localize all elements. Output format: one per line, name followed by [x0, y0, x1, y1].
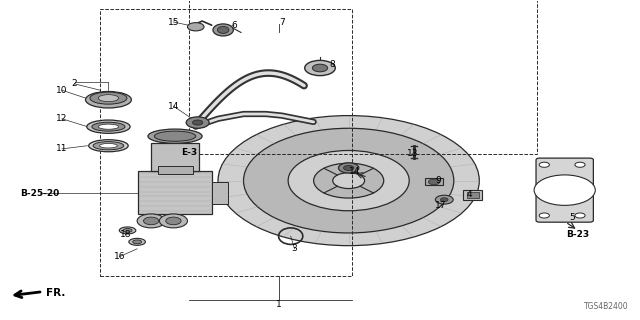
Circle shape: [344, 165, 354, 171]
Ellipse shape: [92, 122, 125, 131]
Ellipse shape: [86, 92, 131, 108]
Bar: [463, 190, 483, 200]
Circle shape: [137, 214, 165, 228]
Bar: [189, 0, 537, 154]
Ellipse shape: [99, 95, 118, 102]
Circle shape: [339, 163, 359, 173]
Text: 11: 11: [56, 144, 68, 153]
Bar: [212, 182, 228, 204]
Text: B-25-20: B-25-20: [20, 189, 60, 198]
Text: TGS4B2400: TGS4B2400: [584, 302, 629, 311]
Ellipse shape: [218, 27, 229, 33]
Bar: [425, 178, 443, 185]
Bar: [151, 142, 199, 171]
Circle shape: [143, 217, 159, 225]
Text: FR.: FR.: [46, 288, 65, 298]
Circle shape: [188, 23, 204, 31]
Circle shape: [575, 213, 585, 218]
Text: 3: 3: [292, 244, 298, 253]
Circle shape: [193, 120, 203, 125]
Text: 16: 16: [113, 252, 125, 261]
Text: 18: 18: [120, 230, 131, 239]
Text: 5: 5: [569, 212, 575, 222]
Text: 10: 10: [56, 86, 68, 95]
Ellipse shape: [154, 131, 196, 141]
Text: 1: 1: [276, 300, 282, 309]
Ellipse shape: [99, 124, 118, 129]
Circle shape: [305, 60, 335, 76]
Circle shape: [540, 213, 549, 218]
Text: 17: 17: [435, 202, 447, 211]
FancyBboxPatch shape: [138, 171, 212, 214]
Circle shape: [159, 214, 188, 228]
Circle shape: [288, 150, 409, 211]
Circle shape: [440, 198, 448, 202]
Text: 9: 9: [435, 176, 441, 185]
Text: E-3: E-3: [181, 148, 197, 156]
Circle shape: [534, 175, 595, 205]
Ellipse shape: [213, 24, 234, 36]
Circle shape: [428, 179, 440, 185]
Circle shape: [166, 217, 181, 225]
Ellipse shape: [123, 228, 132, 232]
Circle shape: [435, 195, 453, 204]
Text: 14: 14: [349, 167, 361, 176]
Text: 2: 2: [72, 79, 77, 88]
Circle shape: [575, 162, 585, 167]
Ellipse shape: [89, 140, 128, 152]
FancyBboxPatch shape: [536, 158, 593, 222]
Ellipse shape: [93, 142, 124, 150]
Bar: [100, 9, 352, 276]
Bar: [157, 166, 193, 174]
Ellipse shape: [132, 240, 141, 244]
Circle shape: [218, 116, 479, 246]
Text: 6: 6: [231, 21, 237, 30]
Text: 13: 13: [406, 149, 418, 158]
Circle shape: [186, 117, 209, 128]
Text: B-23: B-23: [566, 230, 589, 239]
Ellipse shape: [90, 92, 127, 104]
Ellipse shape: [87, 120, 130, 133]
Text: 8: 8: [330, 60, 335, 69]
Circle shape: [540, 162, 549, 167]
Circle shape: [312, 64, 328, 72]
Text: 4: 4: [467, 190, 472, 199]
Ellipse shape: [148, 129, 202, 143]
Circle shape: [333, 173, 365, 188]
Bar: [467, 192, 479, 198]
Ellipse shape: [100, 143, 117, 148]
Text: 7: 7: [279, 18, 285, 27]
Circle shape: [244, 128, 454, 233]
Text: 12: 12: [56, 114, 68, 123]
Text: 14: 14: [168, 101, 179, 111]
Circle shape: [314, 163, 384, 198]
Ellipse shape: [119, 227, 136, 234]
Text: 15: 15: [168, 18, 179, 27]
Ellipse shape: [129, 238, 145, 245]
